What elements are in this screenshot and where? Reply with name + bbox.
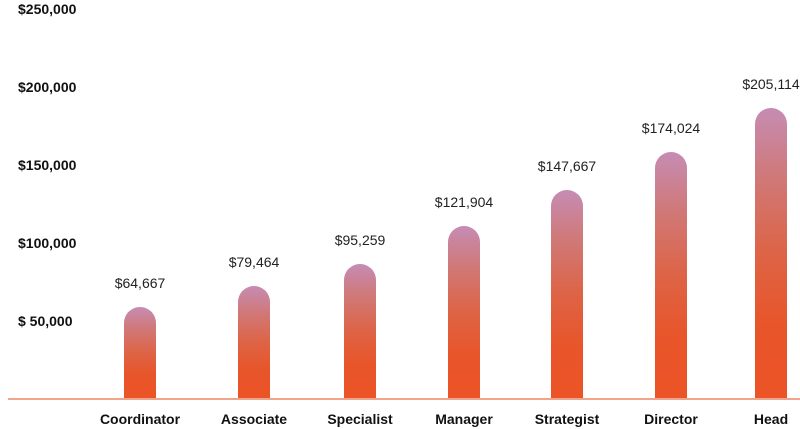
value-label: $174,024 (641, 120, 701, 137)
x-tick-label: Head (753, 411, 789, 427)
value-label: $95,259 (334, 231, 386, 248)
y-tick-label: $200,000 (18, 79, 77, 95)
x-tick-label: Director (644, 411, 698, 427)
value-label: $205,114 (742, 76, 800, 93)
x-tick-label: Coordinator (99, 411, 181, 427)
y-tick-label: $100,000 (18, 235, 77, 251)
value-label: $121,904 (434, 193, 494, 210)
y-tick-label: $250,000 (18, 1, 77, 17)
value-label: $79,464 (228, 253, 280, 270)
bar-manager (448, 225, 480, 398)
x-axis-baseline (8, 398, 800, 400)
bar-coordinator (124, 306, 156, 398)
x-tick-label: Manager (435, 411, 493, 427)
x-tick-label: Specialist (327, 411, 393, 427)
x-tick-label: Associate (220, 411, 288, 427)
bar-strategist (551, 189, 583, 398)
x-tick-label: Strategist (534, 411, 600, 427)
bar-specialist (344, 263, 376, 398)
value-label: $147,667 (537, 157, 597, 174)
bar-director (655, 152, 687, 398)
bar-associate (238, 285, 270, 398)
y-tick-label: $ 50,000 (18, 313, 73, 329)
y-tick-label: $150,000 (18, 157, 77, 173)
value-label: $64,667 (114, 274, 166, 291)
bar-head (755, 108, 787, 398)
